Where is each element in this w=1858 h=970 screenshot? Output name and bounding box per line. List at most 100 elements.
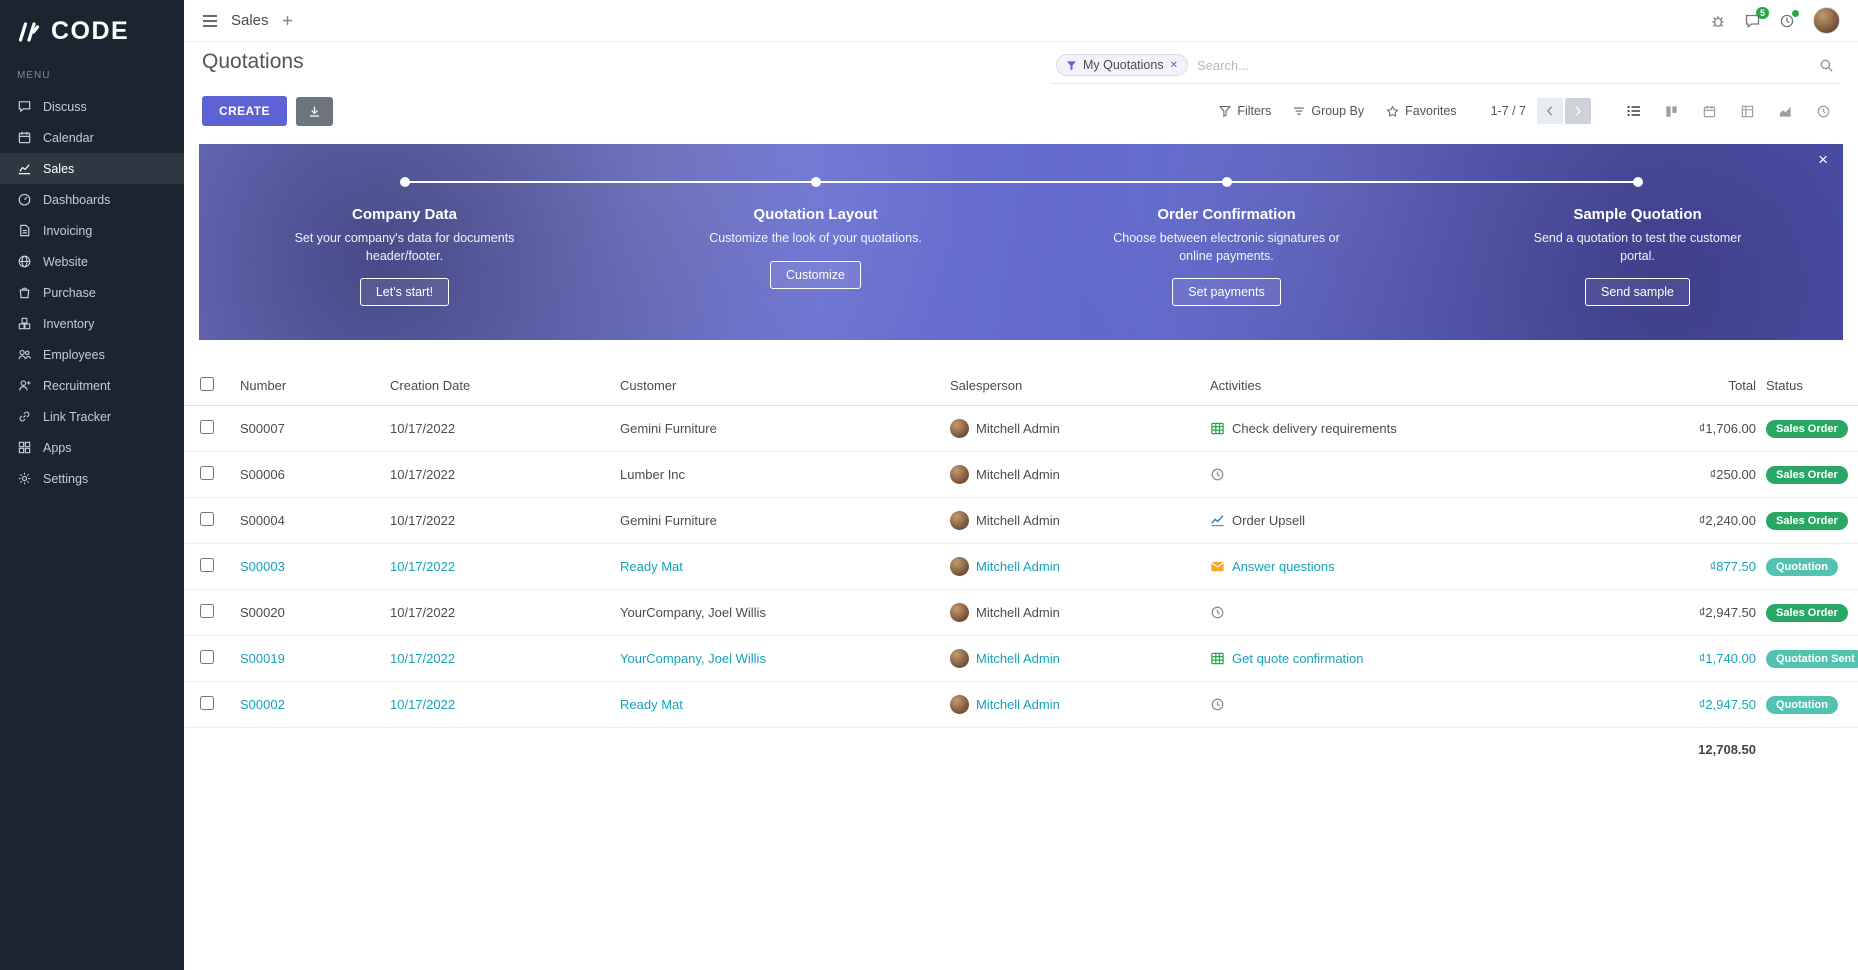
header-salesperson[interactable]: Salesperson bbox=[950, 378, 1023, 393]
table-row[interactable]: S00002 10/17/2022 Ready Mat Mitchell Adm… bbox=[184, 682, 1858, 728]
sidebar-item-calendar[interactable]: Calendar bbox=[0, 122, 184, 153]
sidebar-item-label: Purchase bbox=[43, 285, 96, 300]
kanban-view-icon[interactable] bbox=[1655, 98, 1688, 124]
row-checkbox[interactable] bbox=[200, 558, 214, 572]
row-checkbox[interactable] bbox=[200, 512, 214, 526]
sidebar-item-sales[interactable]: Sales bbox=[0, 153, 184, 184]
set-payments-button[interactable]: Set payments bbox=[1172, 278, 1281, 306]
export-button[interactable] bbox=[295, 96, 333, 126]
activity-view-icon[interactable] bbox=[1807, 98, 1840, 124]
table-row[interactable]: S00019 10/17/2022 YourCompany, Joel Will… bbox=[184, 636, 1858, 682]
step-title: Company Data bbox=[351, 206, 458, 223]
clock-icon[interactable] bbox=[1779, 8, 1800, 29]
sidebar-item-dashboards[interactable]: Dashboards bbox=[0, 184, 184, 215]
funnel-icon bbox=[1219, 105, 1232, 117]
sidebar-item-purchase[interactable]: Purchase bbox=[0, 277, 184, 308]
hamburger-icon[interactable] bbox=[202, 14, 218, 28]
header-number[interactable]: Number bbox=[240, 378, 287, 393]
sidebar-item-employees[interactable]: Employees bbox=[0, 339, 184, 370]
chevron-right-icon bbox=[1573, 105, 1583, 117]
cell-creation-date: 10/17/2022 bbox=[390, 559, 456, 574]
cell-activity[interactable]: Order Upsell bbox=[1210, 513, 1616, 528]
plus-icon[interactable] bbox=[282, 15, 293, 26]
remove-facet-icon[interactable]: ✕ bbox=[1169, 59, 1178, 71]
search-input[interactable] bbox=[1196, 57, 1810, 73]
row-checkbox[interactable] bbox=[200, 696, 214, 710]
graph-view-icon[interactable] bbox=[1769, 98, 1802, 124]
send-sample-button[interactable]: Send sample bbox=[1585, 278, 1690, 306]
sidebar-item-label: Dashboards bbox=[43, 192, 111, 207]
search-facet[interactable]: My Quotations ✕ bbox=[1056, 54, 1188, 76]
customize-button[interactable]: Customize bbox=[769, 260, 862, 289]
sidebar-item-website[interactable]: Website bbox=[0, 246, 184, 277]
sidebar: CODE MENU Discuss Calendar Sales Dashboa… bbox=[0, 0, 184, 970]
list-view-icon[interactable] bbox=[1617, 98, 1650, 124]
group-by-button[interactable]: Group By bbox=[1293, 104, 1364, 118]
calendar-view-icon[interactable] bbox=[1693, 98, 1726, 124]
app-title[interactable]: Sales bbox=[231, 12, 269, 29]
invoicing-icon bbox=[17, 223, 32, 238]
header-status[interactable]: Status bbox=[1766, 378, 1803, 393]
close-icon[interactable]: × bbox=[1818, 150, 1828, 169]
step-dot bbox=[399, 177, 410, 187]
cell-salesperson: Mitchell Admin bbox=[950, 649, 1210, 668]
table-row[interactable]: S00004 10/17/2022 Gemini Furniture Mitch… bbox=[184, 498, 1858, 544]
search-bar[interactable]: My Quotations ✕ bbox=[1050, 51, 1840, 84]
favorites-button[interactable]: Favorites bbox=[1386, 104, 1457, 118]
pager-next-button[interactable] bbox=[1565, 98, 1591, 124]
filters-button[interactable]: Filters bbox=[1219, 104, 1271, 118]
create-button[interactable]: CREATE bbox=[202, 96, 287, 126]
sidebar-item-recruitment[interactable]: Recruitment bbox=[0, 370, 184, 401]
header-creation-date[interactable]: Creation Date bbox=[390, 378, 471, 393]
sidebar-item-invoicing[interactable]: Invoicing bbox=[0, 215, 184, 246]
cell-activity[interactable] bbox=[1210, 605, 1616, 620]
cell-activity[interactable]: Answer questions bbox=[1210, 559, 1616, 574]
user-avatar[interactable] bbox=[1813, 7, 1840, 34]
sidebar-item-inventory[interactable]: Inventory bbox=[0, 308, 184, 339]
row-checkbox[interactable] bbox=[200, 420, 214, 434]
salesperson-avatar bbox=[950, 557, 969, 576]
cell-salesperson: Mitchell Admin bbox=[950, 557, 1210, 576]
table-row[interactable]: S00003 10/17/2022 Ready Mat Mitchell Adm… bbox=[184, 544, 1858, 590]
bug-icon[interactable] bbox=[1710, 13, 1726, 29]
cell-activity[interactable] bbox=[1210, 467, 1616, 482]
row-checkbox[interactable] bbox=[200, 650, 214, 664]
table-row[interactable]: S00007 10/17/2022 Gemini Furniture Mitch… bbox=[184, 406, 1858, 452]
activity-badge-dot bbox=[1791, 8, 1800, 18]
header-total[interactable]: Total bbox=[1728, 378, 1756, 393]
sidebar-item-discuss[interactable]: Discuss bbox=[0, 91, 184, 122]
sidebar-item-label: Invoicing bbox=[43, 223, 93, 238]
cell-activity[interactable] bbox=[1210, 697, 1616, 712]
pager-previous-button[interactable] bbox=[1537, 98, 1563, 124]
table-row[interactable]: S00006 10/17/2022 Lumber Inc Mitchell Ad… bbox=[184, 452, 1858, 498]
header-activities[interactable]: Activities bbox=[1210, 378, 1262, 393]
chat-icon[interactable]: 5 bbox=[1744, 6, 1769, 29]
salesperson-avatar bbox=[950, 603, 969, 622]
sidebar-item-apps[interactable]: Apps bbox=[0, 432, 184, 463]
step-description: Send a quotation to test the customer po… bbox=[1533, 231, 1742, 263]
row-checkbox[interactable] bbox=[200, 604, 214, 618]
status-badge: Sales Order bbox=[1766, 603, 1848, 622]
menu-section-label: MENU bbox=[17, 70, 51, 81]
lets-start-button[interactable]: Let's start! bbox=[359, 278, 450, 306]
pivot-view-icon[interactable] bbox=[1731, 98, 1764, 124]
sidebar-item-settings[interactable]: Settings bbox=[0, 463, 184, 494]
header-customer[interactable]: Customer bbox=[620, 378, 677, 393]
row-checkbox[interactable] bbox=[200, 466, 214, 480]
group-by-icon bbox=[1293, 105, 1305, 117]
cell-number: S00006 bbox=[240, 467, 285, 482]
cell-activity[interactable]: Check delivery requirements bbox=[1210, 421, 1616, 436]
select-all-checkbox[interactable] bbox=[200, 377, 214, 391]
footer-total: 12,708.50 bbox=[1698, 741, 1756, 757]
sidebar-item-link-tracker[interactable]: Link Tracker bbox=[0, 401, 184, 432]
discuss-icon bbox=[17, 99, 32, 114]
step-description: Set your company's data for documents he… bbox=[294, 231, 515, 263]
app-logo[interactable]: CODE bbox=[0, 0, 184, 66]
search-icon[interactable] bbox=[1819, 58, 1834, 73]
step-dot bbox=[1221, 177, 1232, 187]
cell-customer: YourCompany, Joel Willis bbox=[620, 651, 766, 666]
cell-number: S00002 bbox=[240, 697, 285, 712]
table-row[interactable]: S00020 10/17/2022 YourCompany, Joel Will… bbox=[184, 590, 1858, 636]
cell-activity[interactable]: Get quote confirmation bbox=[1210, 651, 1616, 666]
sidebar-item-label: Sales bbox=[43, 161, 75, 176]
